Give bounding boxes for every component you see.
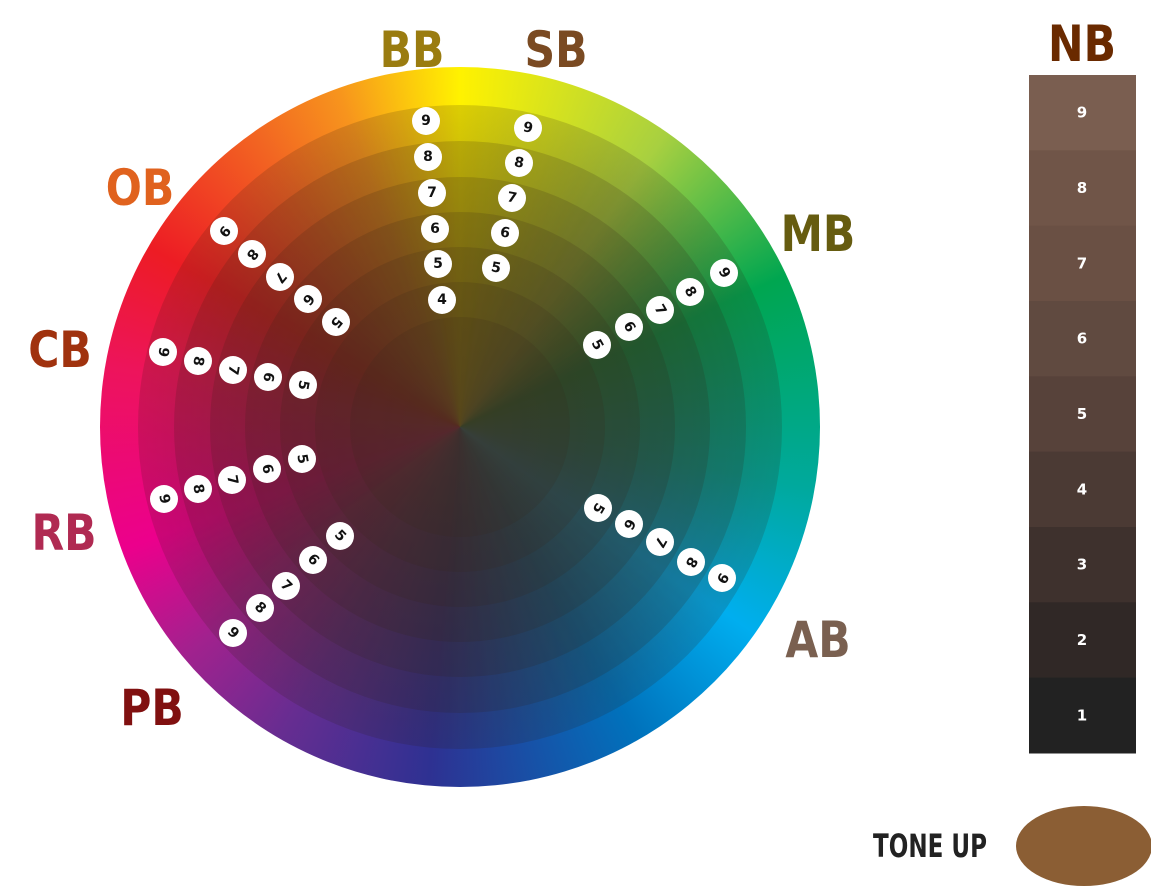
number-badge xyxy=(184,347,212,375)
swatch-number: 1 xyxy=(1077,706,1087,724)
ring-core xyxy=(138,105,782,749)
swatch-number: 7 xyxy=(1077,254,1087,272)
number-badge xyxy=(238,240,266,268)
spoke-label: BB xyxy=(380,21,445,79)
number: 4 xyxy=(437,292,447,308)
number-badge xyxy=(424,250,452,278)
number-badge xyxy=(414,143,442,171)
spoke-label: MB xyxy=(781,205,856,263)
swatch xyxy=(1029,602,1136,679)
spoke-label: OB xyxy=(106,159,175,217)
number-badge xyxy=(412,107,440,135)
number-badge xyxy=(218,466,246,494)
number-badge xyxy=(289,371,317,399)
number-badge xyxy=(505,149,533,177)
number-badge xyxy=(299,546,327,574)
number: 7 xyxy=(223,474,240,486)
number-badge xyxy=(710,259,738,287)
swatch-number: 2 xyxy=(1077,631,1087,649)
spoke-label: AB xyxy=(785,611,850,669)
number-badge xyxy=(266,263,294,291)
number-badge xyxy=(150,485,178,513)
spoke-label: RB xyxy=(31,504,96,562)
swatch xyxy=(1029,376,1136,453)
number: 8 xyxy=(513,154,525,171)
number-badge xyxy=(219,356,247,384)
number: 9 xyxy=(522,119,534,136)
number-badge xyxy=(253,455,281,483)
spoke-label: CB xyxy=(28,321,92,379)
number-badge xyxy=(254,363,282,391)
number-badge xyxy=(615,313,643,341)
swatch-number: 6 xyxy=(1077,330,1087,348)
spoke-label: SB xyxy=(525,21,588,79)
spoke-label: PB xyxy=(120,679,184,737)
swatch xyxy=(1029,677,1136,754)
number-badge xyxy=(514,114,542,142)
number: 9 xyxy=(154,346,171,358)
number: 9 xyxy=(421,113,431,129)
swatch-number: 5 xyxy=(1077,405,1087,423)
number-badge xyxy=(219,619,247,647)
number-badge xyxy=(646,296,674,324)
number: 5 xyxy=(490,259,502,276)
swatch-number: 4 xyxy=(1077,480,1087,498)
number-badge xyxy=(482,254,510,282)
number: 8 xyxy=(423,149,433,165)
number: 7 xyxy=(224,364,241,376)
number-badge xyxy=(294,285,322,313)
number-badge xyxy=(676,278,704,306)
swatch xyxy=(1029,301,1136,377)
swatch-number: 3 xyxy=(1077,556,1087,574)
number-badge xyxy=(184,475,212,503)
number: 9 xyxy=(155,493,172,505)
swatch xyxy=(1029,527,1136,603)
swatch-number: 8 xyxy=(1077,179,1087,197)
number: 6 xyxy=(259,371,276,383)
number: 5 xyxy=(293,453,310,465)
number-badge xyxy=(246,594,274,622)
number-badge xyxy=(421,215,449,243)
number-badge xyxy=(583,331,611,359)
swatch-number: 9 xyxy=(1077,104,1087,122)
number-badge xyxy=(646,528,674,556)
number: 5 xyxy=(294,379,311,391)
number: 7 xyxy=(506,189,518,206)
number: 8 xyxy=(189,355,206,367)
number-badge xyxy=(428,286,456,314)
number-badge xyxy=(210,217,238,245)
swatch xyxy=(1029,225,1136,302)
number-badge xyxy=(418,179,446,207)
tone-up-label: TONE UP xyxy=(873,827,987,865)
number: 6 xyxy=(499,224,511,241)
number-badge xyxy=(498,184,526,212)
number: 8 xyxy=(189,483,206,495)
number-badge xyxy=(491,219,519,247)
number-badge xyxy=(272,572,300,600)
tone-up-swatch xyxy=(1016,806,1151,886)
number-badge xyxy=(615,510,643,538)
number: 6 xyxy=(258,463,275,475)
number-badge xyxy=(584,494,612,522)
number: 7 xyxy=(427,185,437,201)
number-badge xyxy=(288,445,316,473)
swatch xyxy=(1029,451,1136,528)
swatch xyxy=(1029,75,1136,151)
number-badge xyxy=(149,338,177,366)
swatch xyxy=(1029,150,1136,227)
number-badge xyxy=(326,522,354,550)
number-badge xyxy=(322,308,350,336)
number: 5 xyxy=(433,256,443,272)
number-badge xyxy=(708,564,736,592)
number-badge xyxy=(677,548,705,576)
number: 6 xyxy=(430,221,440,237)
neutral-label: NB xyxy=(1048,15,1116,73)
